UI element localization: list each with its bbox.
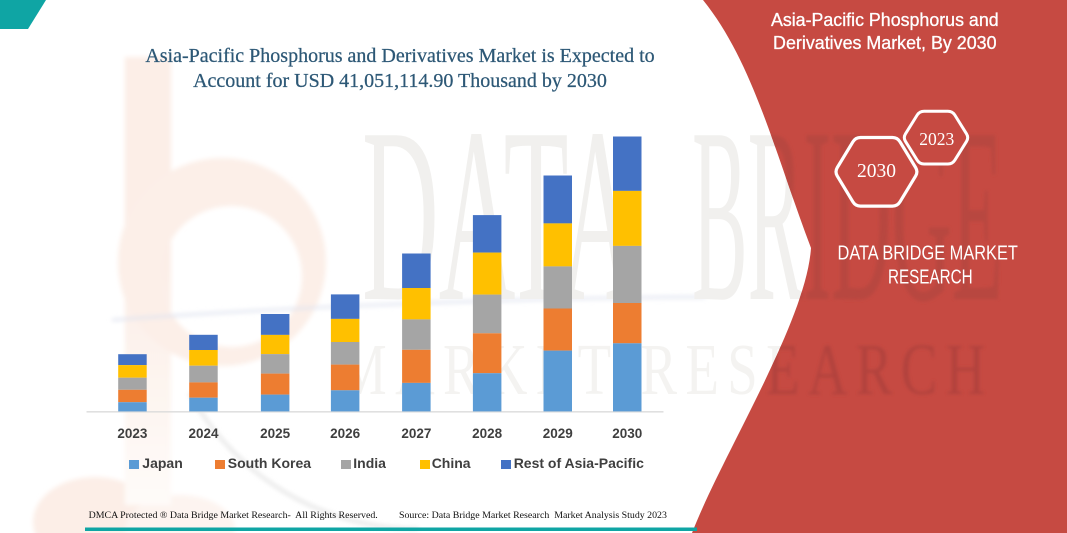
svg-text:2023: 2023	[919, 129, 954, 149]
svg-text:Asia-Pacific Phosphorus and: Asia-Pacific Phosphorus and	[771, 10, 999, 30]
svg-text:DATA BRIDGE MARKET: DATA BRIDGE MARKET	[838, 243, 1018, 265]
svg-text:Derivatives Market, By 2030: Derivatives Market, By 2030	[773, 33, 997, 53]
svg-text:RESEARCH: RESEARCH	[888, 267, 973, 289]
svg-text:2030: 2030	[857, 161, 896, 182]
